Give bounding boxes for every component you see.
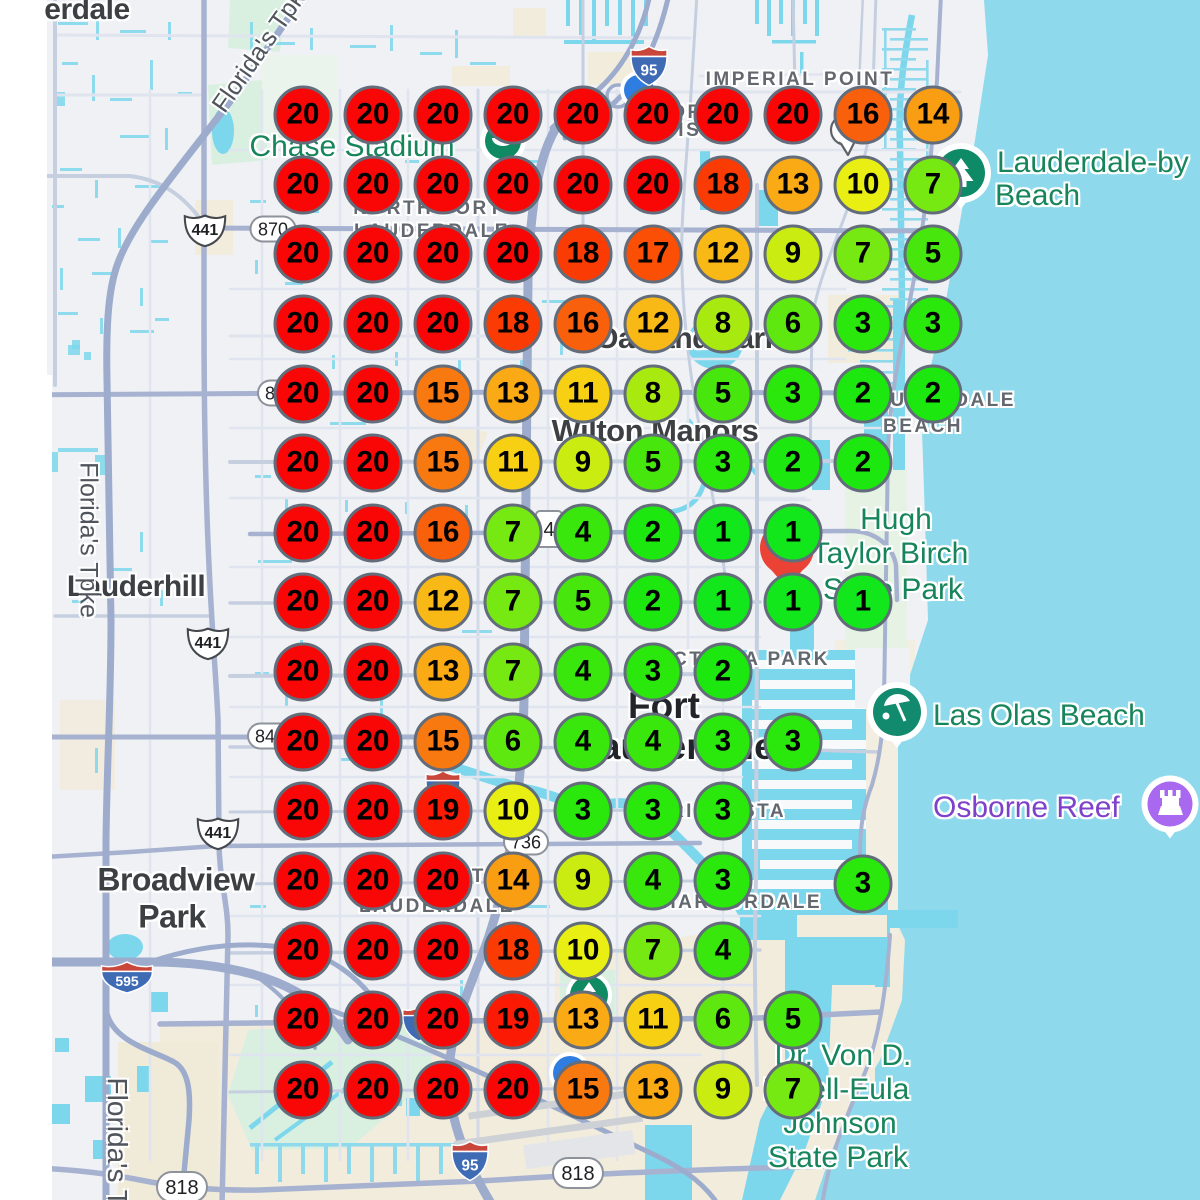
svg-text:441: 441 [192,222,219,239]
svg-text:4: 4 [543,519,554,541]
svg-text:95: 95 [641,63,658,80]
svg-text:818: 818 [561,1163,594,1185]
svg-text:441: 441 [195,635,222,652]
svg-text:818: 818 [165,1177,198,1199]
svg-text:441: 441 [205,825,232,842]
svg-text:595: 595 [115,973,139,989]
svg-text:95: 95 [462,1158,479,1175]
